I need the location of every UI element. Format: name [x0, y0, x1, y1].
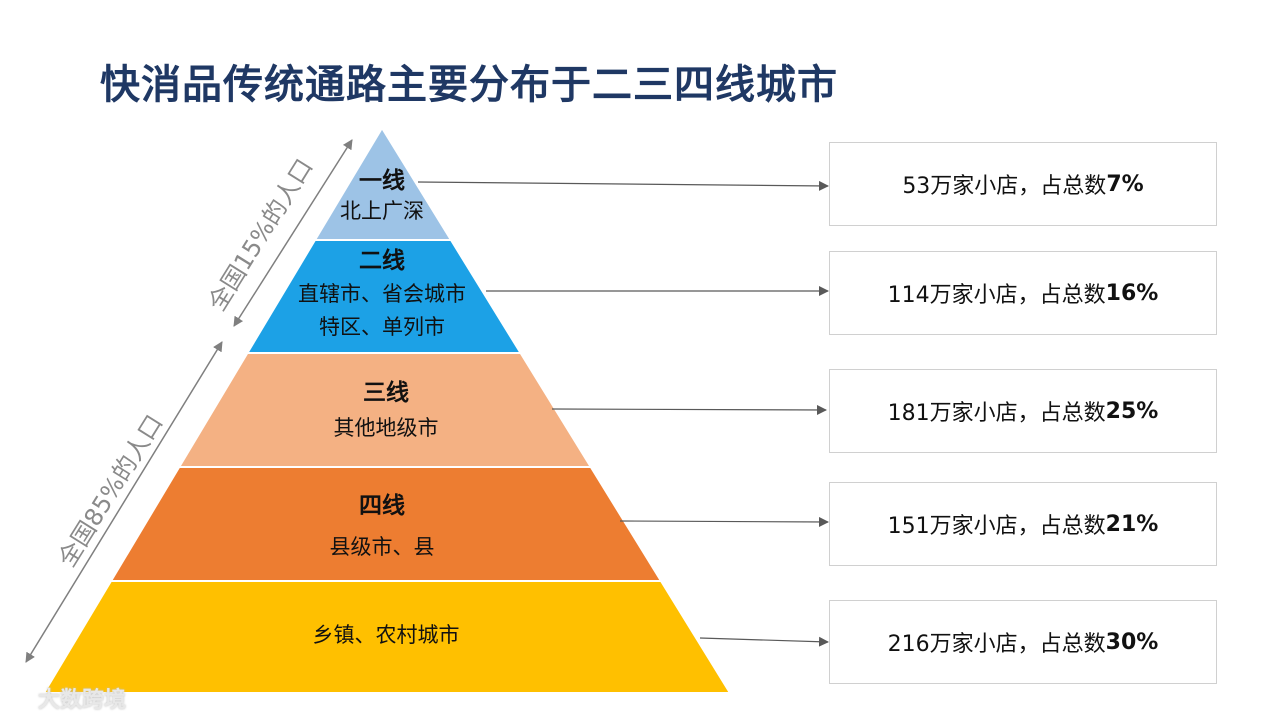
tier-2-stat-box: 114万家小店，占总数 16%	[829, 251, 1217, 335]
tier-3-name: 三线	[363, 380, 409, 406]
tier-4-label: 四线 县级市、县	[330, 491, 435, 566]
tier-5-label: 乡镇、农村城市	[313, 617, 460, 654]
tier-1-stores: 53万家小店，占总数	[902, 174, 1107, 199]
tier-5-connector-arrow	[699, 636, 829, 647]
tier-1-desc: 北上广深	[340, 199, 424, 223]
upper-population-bracket	[233, 139, 353, 327]
tier-2-share: 16%	[1105, 280, 1159, 306]
tier-2-stores: 114万家小店，占总数	[887, 283, 1106, 308]
tier-5-share: 30%	[1105, 629, 1159, 655]
tier-5-desc: 乡镇、农村城市	[312, 623, 460, 647]
lower-population-bracket	[25, 341, 223, 663]
tier-2-desc-line1: 直辖市、省会城市	[298, 282, 466, 306]
tier-5-stat-box: 216万家小店，占总数 30%	[829, 600, 1217, 684]
tier-1-label: 一线 北上广深	[340, 166, 424, 226]
tier-1-name: 一线	[359, 168, 405, 194]
tier-5-stores: 216万家小店，占总数	[887, 632, 1106, 657]
tier-2-desc-line2: 特区、单列市	[319, 315, 445, 339]
tier-1-stat-box: 53万家小店，占总数 7%	[829, 142, 1217, 226]
tier-4-stores: 151万家小店，占总数	[887, 514, 1106, 539]
tier-4-name: 四线	[359, 493, 405, 519]
tier-4-stat-box: 151万家小店，占总数 21%	[829, 482, 1217, 566]
tier-4-connector-arrow	[619, 516, 829, 527]
tier-3-share: 25%	[1105, 398, 1159, 424]
tier-4-desc: 县级市、县	[329, 535, 435, 559]
tier-3-connector-arrow	[551, 404, 827, 415]
watermark: 大数跨境	[38, 688, 127, 713]
page-title: 快消品传统通路主要分布于二三四线城市	[100, 62, 838, 108]
tier-1-connector-arrow	[417, 180, 829, 191]
tier-4-share: 21%	[1105, 511, 1159, 537]
tier-3-label: 三线 其他地级市	[334, 378, 439, 447]
tier-3-desc: 其他地级市	[333, 416, 439, 440]
tier-2-name: 二线	[359, 248, 405, 274]
tier-3-stat-box: 181万家小店，占总数 25%	[829, 369, 1217, 453]
tier-3-stores: 181万家小店，占总数	[887, 401, 1106, 426]
tier-1-share: 7%	[1106, 171, 1144, 197]
tier-2-label: 二线 直辖市、省会城市 特区、单列市	[298, 246, 466, 346]
